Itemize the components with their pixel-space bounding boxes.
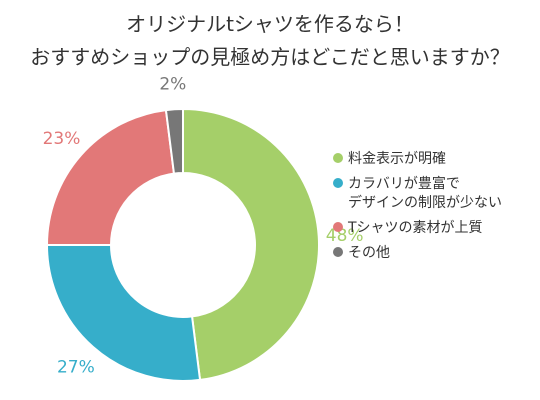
- donut-slice-3: [45, 108, 176, 246]
- chart-title: オリジナルtシャツを作るなら！ おすすめショップの見極め方はどこだと思いますか？: [30, 12, 509, 69]
- slice-value-label-3: 23%: [43, 129, 81, 149]
- legend-label-2-line-2: デザインの制限が少ない: [348, 194, 502, 211]
- slice-value-label-2: 27%: [57, 358, 95, 378]
- donut-slice-2: [45, 244, 202, 382]
- legend-swatch-4: [333, 247, 343, 257]
- chart-title-line-2: おすすめショップの見極め方はどこだと思いますか？: [30, 45, 509, 69]
- legend-label-1: 料金表示が明確: [348, 151, 446, 167]
- legend-item-4: その他: [333, 245, 390, 261]
- slice-value-label-4: 2%: [159, 74, 186, 94]
- donut-slice-4: [164, 107, 184, 175]
- chart-title-line-1: オリジナルtシャツを作るなら！: [126, 12, 414, 36]
- legend-label-2-line-1: カラバリが豊富で: [348, 175, 460, 192]
- legend-item-1: 料金表示が明確: [333, 151, 446, 167]
- legend-swatch-2: [333, 178, 343, 188]
- legend-item-3: Tシャツの素材が上質: [333, 220, 483, 236]
- legend-swatch-3: [333, 222, 343, 232]
- legend-swatch-1: [333, 153, 343, 163]
- legend-label-3: Tシャツの素材が上質: [347, 220, 483, 236]
- donut-slice-1: [182, 107, 320, 382]
- legend-label-4: その他: [348, 245, 390, 261]
- donut-slices: [45, 107, 320, 382]
- slice-value-labels: 48%27%23%2%: [43, 74, 364, 377]
